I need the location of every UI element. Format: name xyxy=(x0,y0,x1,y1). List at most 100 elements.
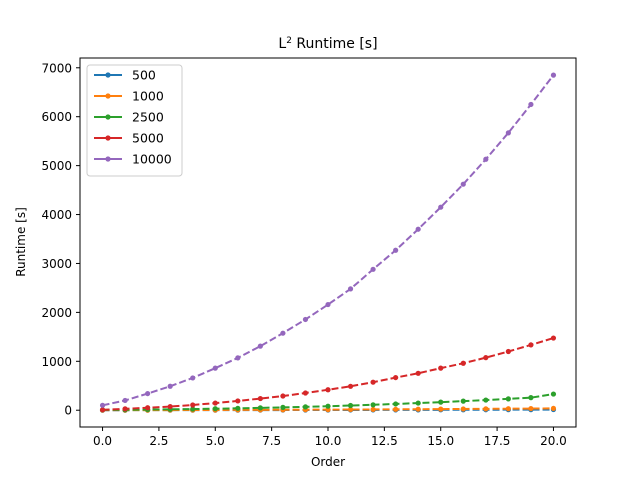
series-5000 xyxy=(99,335,557,413)
data-point-10000-13 xyxy=(393,247,399,253)
series-10000 xyxy=(99,72,557,408)
y-tick-label: 5000 xyxy=(41,159,72,173)
x-tick-label: 2.5 xyxy=(149,434,168,448)
data-point-5000-12 xyxy=(370,379,376,385)
legend-label: 2500 xyxy=(132,110,164,125)
data-point-2500-10 xyxy=(325,403,331,409)
data-point-1000-18 xyxy=(505,406,511,412)
legend-label: 1000 xyxy=(132,89,164,104)
legend-marker xyxy=(105,72,111,78)
legend-item-2500: 2500 xyxy=(94,110,164,125)
data-point-2500-12 xyxy=(370,402,376,408)
data-point-2500-20 xyxy=(550,391,557,397)
legend-marker xyxy=(105,114,111,120)
x-tick-label: 5.0 xyxy=(206,434,225,448)
x-axis-label: Order xyxy=(311,455,345,469)
data-point-2500-18 xyxy=(505,396,511,402)
data-point-1000-17 xyxy=(483,406,489,412)
data-point-2500-11 xyxy=(347,402,354,409)
data-point-10000-1 xyxy=(122,397,128,404)
data-point-1000-16 xyxy=(460,406,466,412)
x-tick-label: 12.5 xyxy=(371,434,398,448)
legend-label: 500 xyxy=(132,68,156,83)
chart-title-base: L xyxy=(278,36,286,52)
data-point-10000-14 xyxy=(415,226,421,232)
data-point-1000-20 xyxy=(550,405,557,412)
legend-item-500: 500 xyxy=(94,68,156,83)
data-point-5000-4 xyxy=(190,402,196,408)
y-axis-label: Runtime [s] xyxy=(14,207,28,277)
data-point-5000-5 xyxy=(212,400,218,406)
data-point-10000-18 xyxy=(505,130,511,136)
data-point-5000-1 xyxy=(122,406,128,412)
data-point-5000-7 xyxy=(257,395,263,402)
x-tick-label: 15.0 xyxy=(427,434,454,448)
x-tick-label: 0.0 xyxy=(93,434,112,448)
y-tick-label: 3000 xyxy=(41,257,72,271)
y-tick-label: 2000 xyxy=(41,306,72,320)
data-point-1000-15 xyxy=(438,406,444,412)
data-point-5000-14 xyxy=(415,370,421,376)
data-point-5000-3 xyxy=(167,403,173,410)
y-tick-label: 0 xyxy=(64,404,72,418)
legend-marker xyxy=(105,93,111,99)
data-point-10000-6 xyxy=(235,355,241,361)
data-point-10000-8 xyxy=(280,330,286,336)
x-tick-label: 20.0 xyxy=(540,434,567,448)
data-point-5000-15 xyxy=(438,365,444,371)
y-tick-label: 7000 xyxy=(41,61,72,75)
data-point-1000-13 xyxy=(393,406,399,412)
data-point-5000-20 xyxy=(550,335,557,341)
plot-area: 0.0 2.5 5.0 7.5 10.0 12.5 15.0 17.5 20.0 0 1000 200… xyxy=(41,57,577,448)
chart-title-superscript: 2 xyxy=(286,36,292,46)
legend-marker xyxy=(105,156,111,162)
y-tick-label: 1000 xyxy=(41,355,72,369)
legend-item-10000: 10000 xyxy=(94,152,172,167)
data-point-2500-6 xyxy=(235,405,241,411)
data-point-5000-11 xyxy=(347,383,354,389)
data-point-10000-19 xyxy=(528,101,534,108)
series-line-10000 xyxy=(102,74,555,407)
data-point-1000-19 xyxy=(528,405,534,412)
legend-label: 5000 xyxy=(132,131,164,146)
chart-title-rest: Runtime [s] xyxy=(292,36,378,52)
data-point-2500-13 xyxy=(393,401,399,407)
data-point-1000-14 xyxy=(415,406,421,412)
data-point-10000-20 xyxy=(550,72,557,78)
data-point-2500-4 xyxy=(190,406,196,412)
data-point-5000-19 xyxy=(528,342,534,348)
data-point-10000-4 xyxy=(190,375,196,381)
y-tick-label: 4000 xyxy=(41,208,72,222)
data-point-10000-2 xyxy=(145,390,151,397)
data-point-10000-9 xyxy=(302,316,309,323)
data-point-1000-12 xyxy=(370,406,376,413)
data-point-10000-10 xyxy=(325,301,331,308)
legend-box xyxy=(86,64,183,177)
data-point-2500-7 xyxy=(257,405,263,411)
data-point-2500-16 xyxy=(460,398,466,404)
data-point-5000-18 xyxy=(505,348,511,355)
data-point-10000-12 xyxy=(370,266,376,272)
x-tick-label: 17.5 xyxy=(484,434,511,448)
data-point-5000-8 xyxy=(280,393,286,399)
y-tick-label: 6000 xyxy=(41,110,72,124)
data-point-2500-5 xyxy=(212,406,218,412)
data-point-1000-11 xyxy=(347,406,354,413)
legend-marker xyxy=(105,135,111,141)
legend-item-5000: 5000 xyxy=(94,131,164,146)
x-tick-label: 7.5 xyxy=(262,434,281,448)
data-point-10000-11 xyxy=(347,286,354,292)
legend: 500 1000 2500 5000 10000 xyxy=(86,64,183,177)
data-point-5000-13 xyxy=(393,374,399,381)
chart-title: L2 Runtime [s] xyxy=(278,36,377,52)
x-tick-label: 10.0 xyxy=(315,434,342,448)
data-point-2500-19 xyxy=(528,395,534,401)
data-point-2500-15 xyxy=(438,399,444,405)
legend-item-1000: 1000 xyxy=(94,89,164,104)
data-point-2500-9 xyxy=(302,404,309,410)
data-point-10000-0 xyxy=(99,402,106,408)
data-point-5000-10 xyxy=(325,387,331,393)
data-point-10000-3 xyxy=(167,383,173,389)
data-point-5000-6 xyxy=(235,398,241,404)
